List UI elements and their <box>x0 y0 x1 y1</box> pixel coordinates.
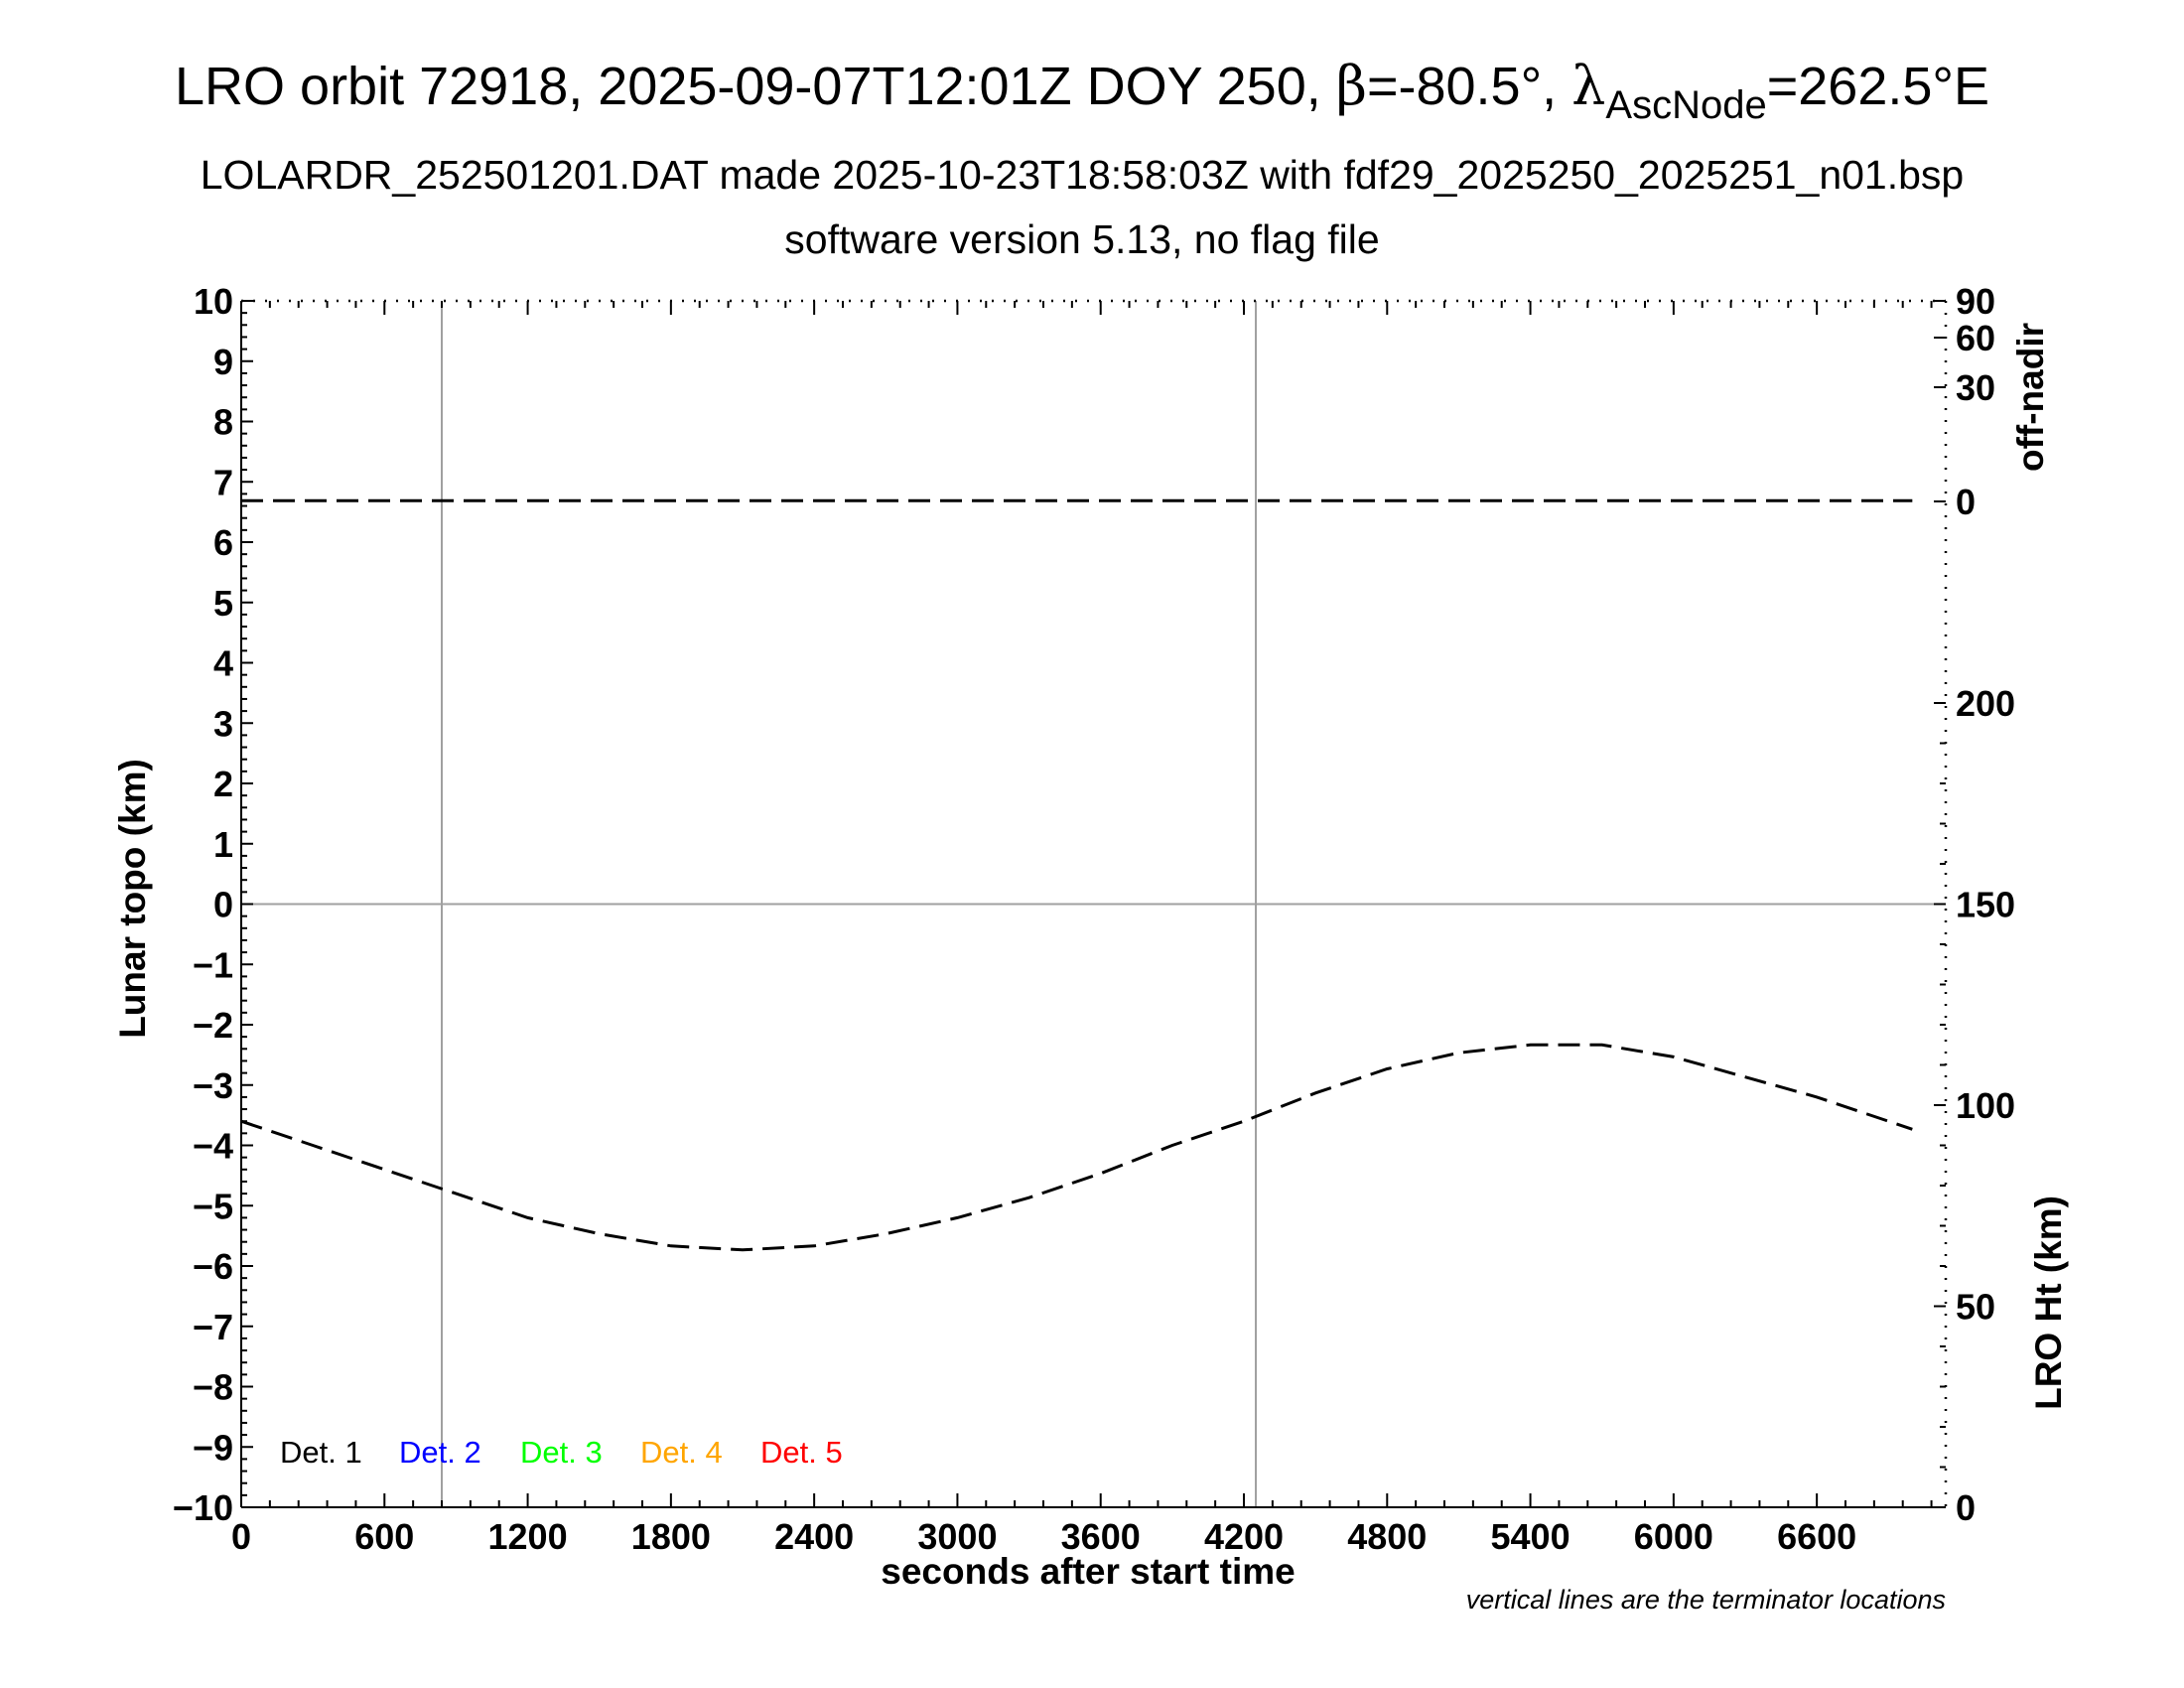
legend-item-det-4: Det. 4 <box>640 1435 723 1470</box>
y-tick-label-left: −8 <box>193 1367 233 1408</box>
y-tick-label-left: 4 <box>213 643 233 684</box>
chart-subtitle-line2: software version 5.13, no flag file <box>784 216 1379 262</box>
off-nadir-tick-label: 0 <box>1956 482 1976 522</box>
series-lro-ht <box>240 1043 1913 1252</box>
x-tick-label: 6600 <box>1777 1516 1856 1557</box>
x-tick-label: 1800 <box>631 1516 711 1557</box>
lro-ht-tick-label: 0 <box>1956 1487 1976 1528</box>
y-tick-label-left: 9 <box>213 342 233 382</box>
y-tick-label-left: −2 <box>193 1005 233 1046</box>
off-nadir-tick-label: 60 <box>1956 318 1995 358</box>
y-tick-label-left: −4 <box>193 1126 233 1167</box>
y-tick-label-left: −1 <box>193 944 233 985</box>
lro-ht-tick-label: 150 <box>1956 885 2015 925</box>
lro-ht-tick-label: 100 <box>1956 1085 2015 1126</box>
x-tick-label: 600 <box>354 1516 414 1557</box>
y-axis-title-right-top: off-nadir <box>2010 323 2051 472</box>
legend-item-det-1: Det. 1 <box>280 1435 362 1470</box>
y-tick-label-left: 8 <box>213 402 233 443</box>
x-tick-label: 4800 <box>1347 1516 1427 1557</box>
y-tick-label-left: 0 <box>213 885 233 925</box>
footnote: vertical lines are the terminator locati… <box>1466 1585 1946 1615</box>
series-layer <box>240 498 1913 1252</box>
y-tick-label-left: 7 <box>213 462 233 502</box>
x-tick-label: 5400 <box>1491 1516 1570 1557</box>
legend-item-det-5: Det. 5 <box>760 1435 843 1470</box>
x-tick-label: 2400 <box>774 1516 854 1557</box>
y-tick-label-left: −3 <box>193 1065 233 1106</box>
y-tick-label-left: 6 <box>213 522 233 563</box>
chart-title: LRO orbit 72918, 2025-09-07T12:01Z DOY 2… <box>175 55 1989 127</box>
y-axis-title-left: Lunar topo (km) <box>112 759 153 1039</box>
legend: Det. 1 Det. 2 Det. 3 Det. 4 Det. 5 <box>280 1435 843 1470</box>
x-tick-label: 3600 <box>1061 1516 1141 1557</box>
y-tick-label-left: −10 <box>173 1487 233 1528</box>
y-tick-label-left: −6 <box>193 1246 233 1287</box>
y-tick-label-left: 3 <box>213 703 233 744</box>
off-nadir-tick-label: 30 <box>1956 367 1995 408</box>
y-tick-label-left: 2 <box>213 764 233 804</box>
y-tick-label-left: −9 <box>193 1427 233 1468</box>
chart-subtitle-line1: LOLARDR_252501201.DAT made 2025-10-23T18… <box>201 152 1964 198</box>
y-tick-label-left: 5 <box>213 583 233 624</box>
tick-layer <box>240 300 1946 1508</box>
grid-layer <box>241 301 1946 1507</box>
x-tick-label: 0 <box>231 1516 251 1557</box>
x-tick-label: 6000 <box>1634 1516 1713 1557</box>
x-axis-title: seconds after start time <box>881 1551 1295 1592</box>
y-tick-label-left: 10 <box>194 281 233 322</box>
x-tick-label: 1200 <box>488 1516 568 1557</box>
legend-item-det-2: Det. 2 <box>399 1435 481 1470</box>
legend-item-det-3: Det. 3 <box>520 1435 603 1470</box>
y-tick-label-left: −7 <box>193 1307 233 1347</box>
y-tick-label-left: −5 <box>193 1186 233 1226</box>
lro-ht-tick-label: 200 <box>1956 683 2015 724</box>
x-tick-label: 4200 <box>1204 1516 1284 1557</box>
x-tick-label: 3000 <box>917 1516 997 1557</box>
lro-ht-tick-label: 50 <box>1956 1287 1995 1328</box>
y-tick-label-left: 1 <box>213 824 233 865</box>
off-nadir-tick-label: 90 <box>1956 281 1995 322</box>
y-axis-title-right-bottom: LRO Ht (km) <box>2028 1196 2069 1410</box>
